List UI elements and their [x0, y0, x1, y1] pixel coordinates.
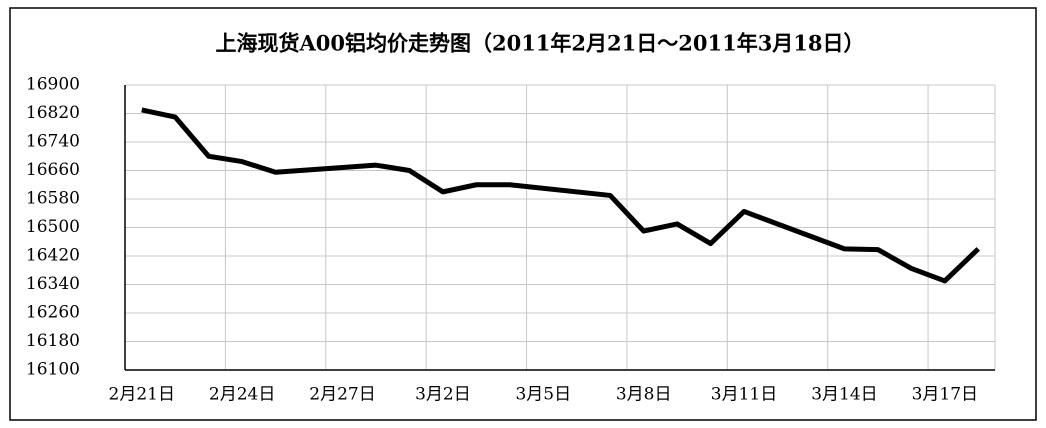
y-tick-label: 16660 — [26, 160, 80, 180]
x-tick-label: 2月21日 — [109, 385, 175, 405]
y-tick-label: 16820 — [26, 103, 80, 123]
y-tick-label: 16420 — [26, 246, 80, 266]
chart-title: 上海现货A00铝均价走势图（2011年2月21日～2011年3月18日） — [215, 31, 864, 56]
x-tick-label: 2月27日 — [309, 385, 375, 405]
y-tick-label: 16900 — [26, 75, 80, 95]
data-line — [141, 107, 980, 284]
y-tick-label: 16500 — [26, 217, 80, 237]
y-tick-label: 16580 — [26, 189, 80, 209]
y-tick-label: 16260 — [26, 303, 80, 323]
x-tick-label: 3月14日 — [811, 385, 877, 405]
y-tick-label: 16340 — [26, 274, 80, 294]
x-tick-label: 3月2日 — [415, 385, 471, 405]
x-tick-label: 2月24日 — [209, 385, 275, 405]
chart-border — [9, 7, 1037, 421]
y-tick-label: 16740 — [26, 132, 80, 152]
x-tick-label: 3月5日 — [515, 385, 571, 405]
x-tick-label: 3月11日 — [711, 385, 777, 405]
x-tick-label: 3月8日 — [616, 385, 672, 405]
y-tick-label: 16180 — [26, 331, 80, 351]
x-tick-label: 3月17日 — [912, 385, 978, 405]
y-tick-label: 16100 — [26, 360, 80, 380]
